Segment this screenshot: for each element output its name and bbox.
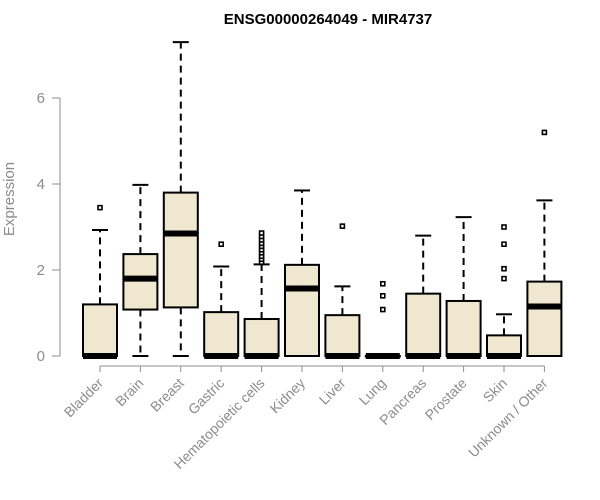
box-group [243,230,280,359]
outlier-point [501,241,507,247]
outlier-point [541,129,548,136]
box-group [364,280,401,359]
outlier-point [258,230,265,236]
outlier-point [379,306,386,313]
x-tick-label: Breast [147,375,187,415]
box-group [486,224,522,359]
box-body [203,311,240,358]
outlier-point [379,280,386,287]
outlier-point [97,204,103,211]
x-tick-label: Bladder [61,375,107,421]
y-tick-label: 0 [37,348,45,365]
box-body [122,253,159,311]
box-body [162,191,199,309]
box-body [526,280,563,357]
outlier-point [501,224,507,230]
box-body [486,334,522,357]
box-body [284,263,320,357]
y-tick-label: 6 [37,90,45,107]
box-group [324,223,361,359]
box-group [526,129,563,357]
outlier-point [379,292,386,299]
outlier-point [501,265,507,272]
x-tick-label: Lung [356,375,389,408]
x-tick-label: Kidney [267,375,309,417]
box-group [82,204,118,359]
outlier-point [218,241,224,247]
box-group [203,241,240,359]
box-group [405,234,442,359]
box-group [162,41,199,357]
y-axis: 0 2 4 6 [37,90,61,365]
box-group [445,216,482,359]
box-group [284,189,320,357]
x-tick-label: Brain [112,375,146,409]
x-tick-label: Skin [480,375,511,406]
box-body [445,299,482,357]
box-body [243,318,280,357]
outlier-point [501,275,507,282]
y-tick-label: 4 [37,176,45,193]
box-body [405,292,442,357]
x-tick-label: Liver [316,375,349,408]
outlier-point [339,223,346,229]
box-series [82,41,563,359]
y-axis-label: Expression [1,162,18,236]
box-body [324,314,361,357]
y-tick-label: 2 [37,262,45,279]
x-tick-label: Prostate [422,375,470,423]
chart-title: ENSG00000264049 - MIR4737 [224,11,432,28]
box-body [82,303,118,357]
box-group [122,183,159,357]
